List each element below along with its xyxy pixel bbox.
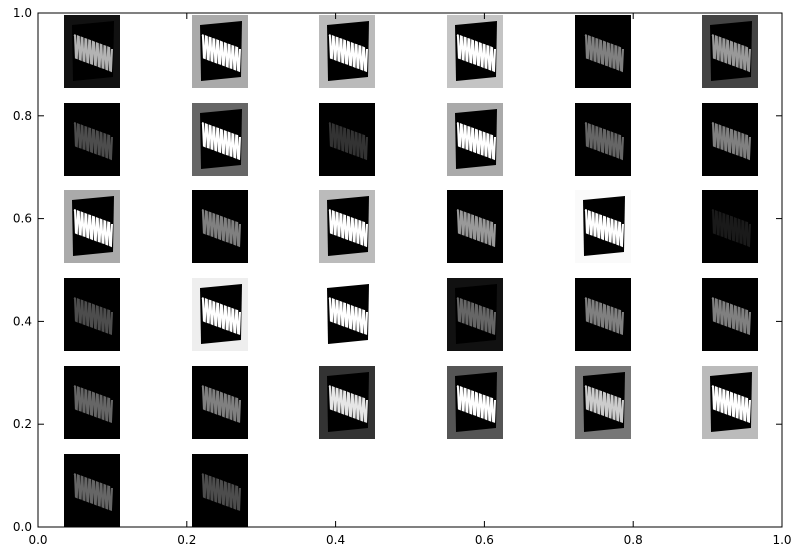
x-tick-label: 0.0: [28, 533, 47, 547]
y-tick-label: 0.6: [13, 212, 32, 226]
x-tick-label: 1.0: [772, 533, 791, 547]
figure: 0.0 0.2 0.4 0.6 0.8 1.0 0.0 0.2 0.4 0.6 0.8 1.0: [0, 0, 799, 554]
y-tick-label: 0.8: [13, 109, 32, 123]
y-tick-label: 1.0: [13, 6, 32, 20]
x-tick-label: 0.4: [326, 533, 345, 547]
y-tick-label: 0.4: [13, 314, 32, 328]
y-tick-label: 0.0: [13, 520, 32, 534]
y-tick-label: 0.2: [13, 417, 32, 431]
x-tick-label: 0.2: [177, 533, 196, 547]
x-tick-label: 0.6: [475, 533, 494, 547]
x-tick-label: 0.8: [624, 533, 643, 547]
page: 0.00.20.40.60.81.00.00.20.40.60.81.0 (()…: [0, 0, 799, 558]
